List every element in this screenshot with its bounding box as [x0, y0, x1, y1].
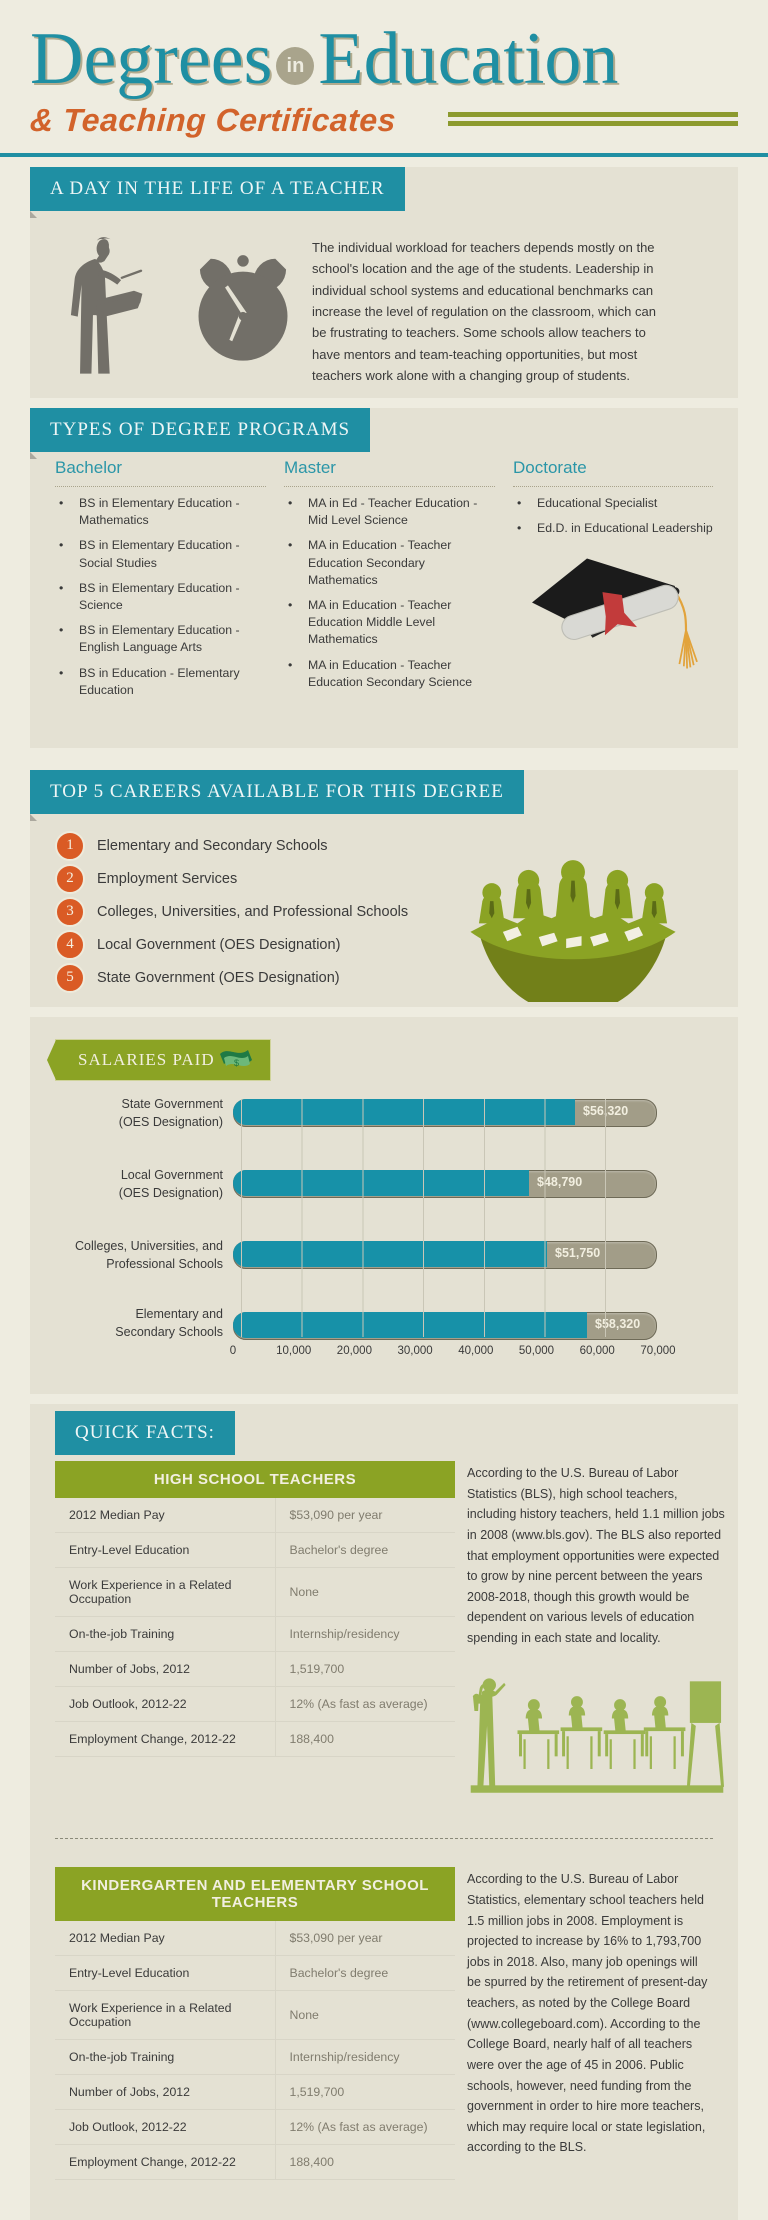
svg-text:$: $: [234, 1058, 240, 1068]
